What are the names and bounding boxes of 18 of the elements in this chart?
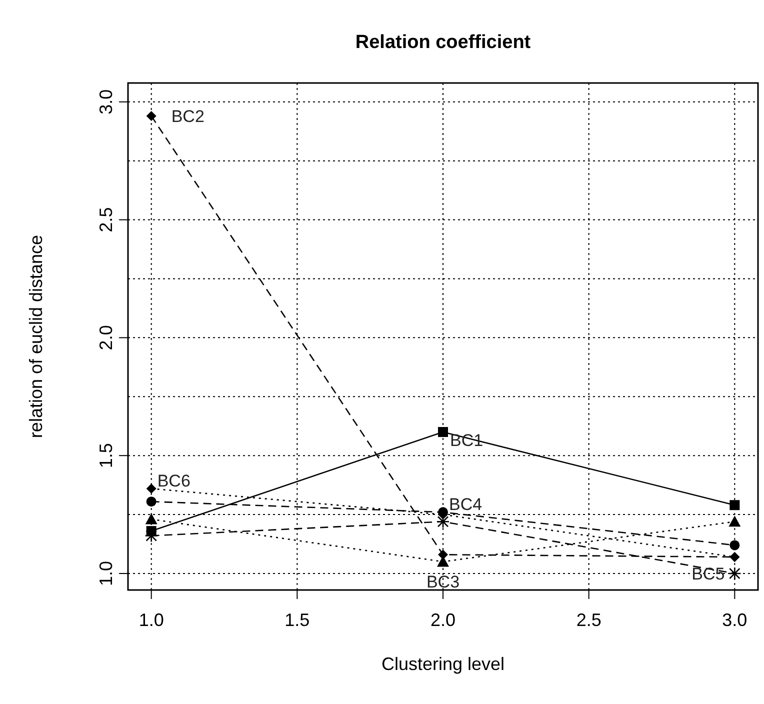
- series-label: BC2: [171, 107, 204, 126]
- x-tick-label: 1.5: [284, 610, 310, 630]
- x-tick-label: 1.0: [138, 610, 164, 630]
- x-tick-label: 3.0: [722, 610, 748, 630]
- series-label: BC5: [692, 564, 725, 584]
- x-tick-label: 2.5: [576, 610, 602, 630]
- y-tick-label: 2.5: [96, 207, 116, 232]
- chart-title: Relation coefficient: [355, 32, 532, 53]
- y-tick-label: 1.0: [96, 560, 116, 586]
- y-axis-title: relation of euclid distance: [26, 234, 46, 438]
- y-tick-label: 1.5: [96, 443, 116, 468]
- x-axis-title: Clustering level: [381, 654, 505, 674]
- series-label: BC6: [157, 472, 190, 491]
- series-label: BC3: [426, 572, 460, 592]
- y-tick-label: 3.0: [96, 89, 116, 114]
- x-tick-label: 2.0: [430, 610, 456, 630]
- y-tick-label: 2.0: [96, 325, 116, 350]
- series-label: BC4: [449, 495, 482, 514]
